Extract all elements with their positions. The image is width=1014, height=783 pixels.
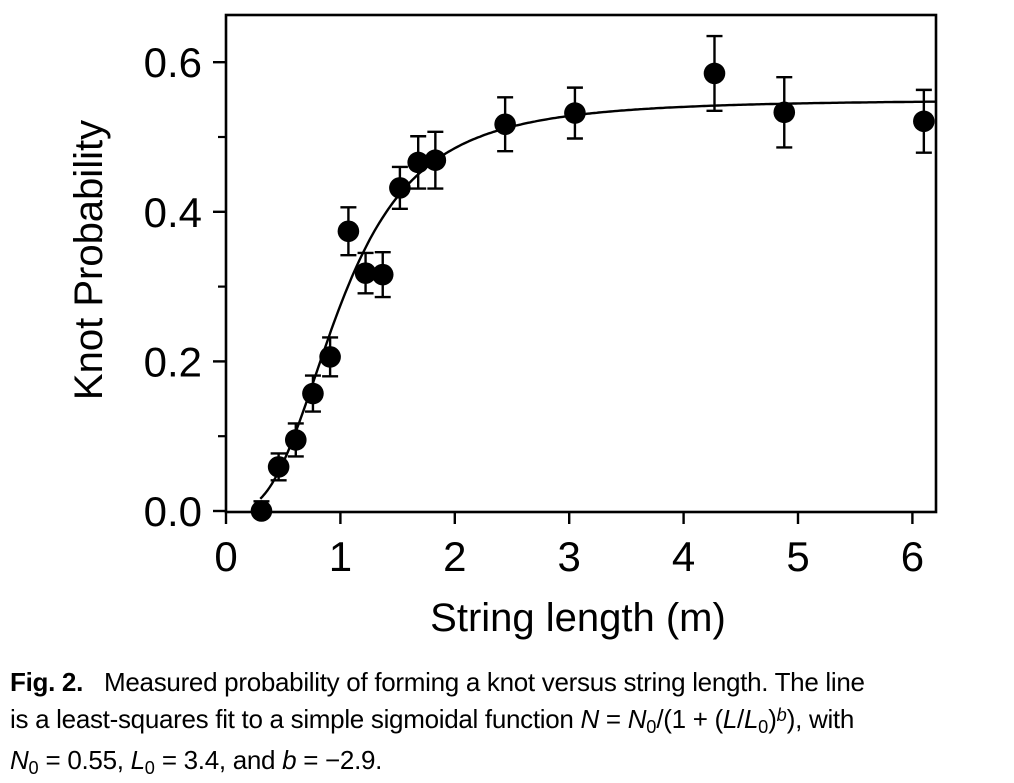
knot-probability-chart: 0 1 2 3 4 5 6 0.0 0.2 0.4 0.6 Knot Probability Str… bbox=[67, 13, 938, 640]
caption-text: 0 bbox=[28, 758, 39, 778]
caption-figure-label: Fig. 2. bbox=[10, 667, 84, 697]
caption-text: / bbox=[737, 704, 744, 734]
caption-text: Measured probability of forming a knot v… bbox=[104, 667, 865, 697]
caption-text: L bbox=[722, 704, 738, 734]
data-point bbox=[703, 62, 726, 85]
caption-text: = −2.9. bbox=[296, 745, 383, 775]
caption-text: N bbox=[10, 745, 29, 775]
y-tick-label: 0.2 bbox=[144, 338, 202, 385]
x-tick-label: 5 bbox=[786, 533, 809, 580]
caption-text: ), with bbox=[786, 704, 855, 734]
y-axis-title: Knot Probability bbox=[67, 120, 111, 400]
x-tick-label: 1 bbox=[329, 533, 352, 580]
caption-line: Fig. 2. Measured probability of forming a… bbox=[10, 666, 1010, 699]
figure-caption: Fig. 2. Measured probability of forming a… bbox=[10, 666, 1010, 783]
data-point bbox=[494, 113, 516, 136]
x-tick-label: 0 bbox=[214, 533, 237, 580]
data-point bbox=[407, 151, 429, 174]
caption-line: is a least-squares fit to a simple sigmo… bbox=[10, 699, 1010, 744]
y-tick-label: 0.0 bbox=[144, 488, 202, 535]
x-tick-label: 2 bbox=[443, 533, 466, 580]
caption-text: b bbox=[776, 705, 787, 725]
caption-text: N bbox=[627, 704, 647, 734]
caption-text: = 3.4, and bbox=[154, 745, 283, 775]
caption-text: /(1 + ( bbox=[656, 704, 723, 734]
caption-text: is a least-squares fit to a simple sigmo… bbox=[10, 704, 581, 734]
data-point bbox=[250, 500, 273, 522]
x-axis-title: String length (m) bbox=[430, 596, 726, 640]
caption-text: N bbox=[580, 704, 600, 734]
data-point bbox=[564, 102, 586, 124]
caption-text: L bbox=[130, 745, 145, 775]
data-point bbox=[371, 263, 394, 286]
caption-text: b bbox=[282, 745, 297, 775]
x-tick-label: 3 bbox=[558, 533, 581, 580]
data-point bbox=[319, 346, 341, 368]
caption-text: = bbox=[599, 704, 628, 734]
caption-text: 0 bbox=[144, 758, 155, 778]
caption-line: N0 = 0.55, L0 = 3.4, and b = −2.9. bbox=[10, 744, 1010, 783]
x-tick-label: 4 bbox=[672, 533, 695, 580]
x-tick-label: 6 bbox=[901, 533, 924, 580]
caption-text: = 0.55, bbox=[38, 745, 131, 775]
plot-frame bbox=[224, 13, 938, 514]
y-tick-label: 0.6 bbox=[144, 39, 202, 86]
data-point bbox=[267, 456, 290, 478]
data-point bbox=[913, 110, 935, 133]
caption-text: 0 bbox=[646, 717, 657, 737]
data-point bbox=[424, 149, 447, 171]
caption-text: L bbox=[743, 704, 759, 734]
y-tick-label: 0.4 bbox=[144, 189, 202, 236]
data-point bbox=[773, 101, 796, 124]
data-point bbox=[302, 382, 324, 405]
data-point bbox=[337, 220, 360, 243]
data-point bbox=[389, 177, 411, 199]
caption-text: ) bbox=[768, 704, 777, 734]
data-point bbox=[284, 429, 307, 451]
plot-area: 0 1 2 3 4 5 6 0.0 0.2 0.4 0.6 bbox=[144, 13, 938, 580]
data-point bbox=[354, 262, 377, 284]
fit-curve bbox=[259, 100, 936, 500]
caption-text: 0 bbox=[758, 717, 769, 737]
